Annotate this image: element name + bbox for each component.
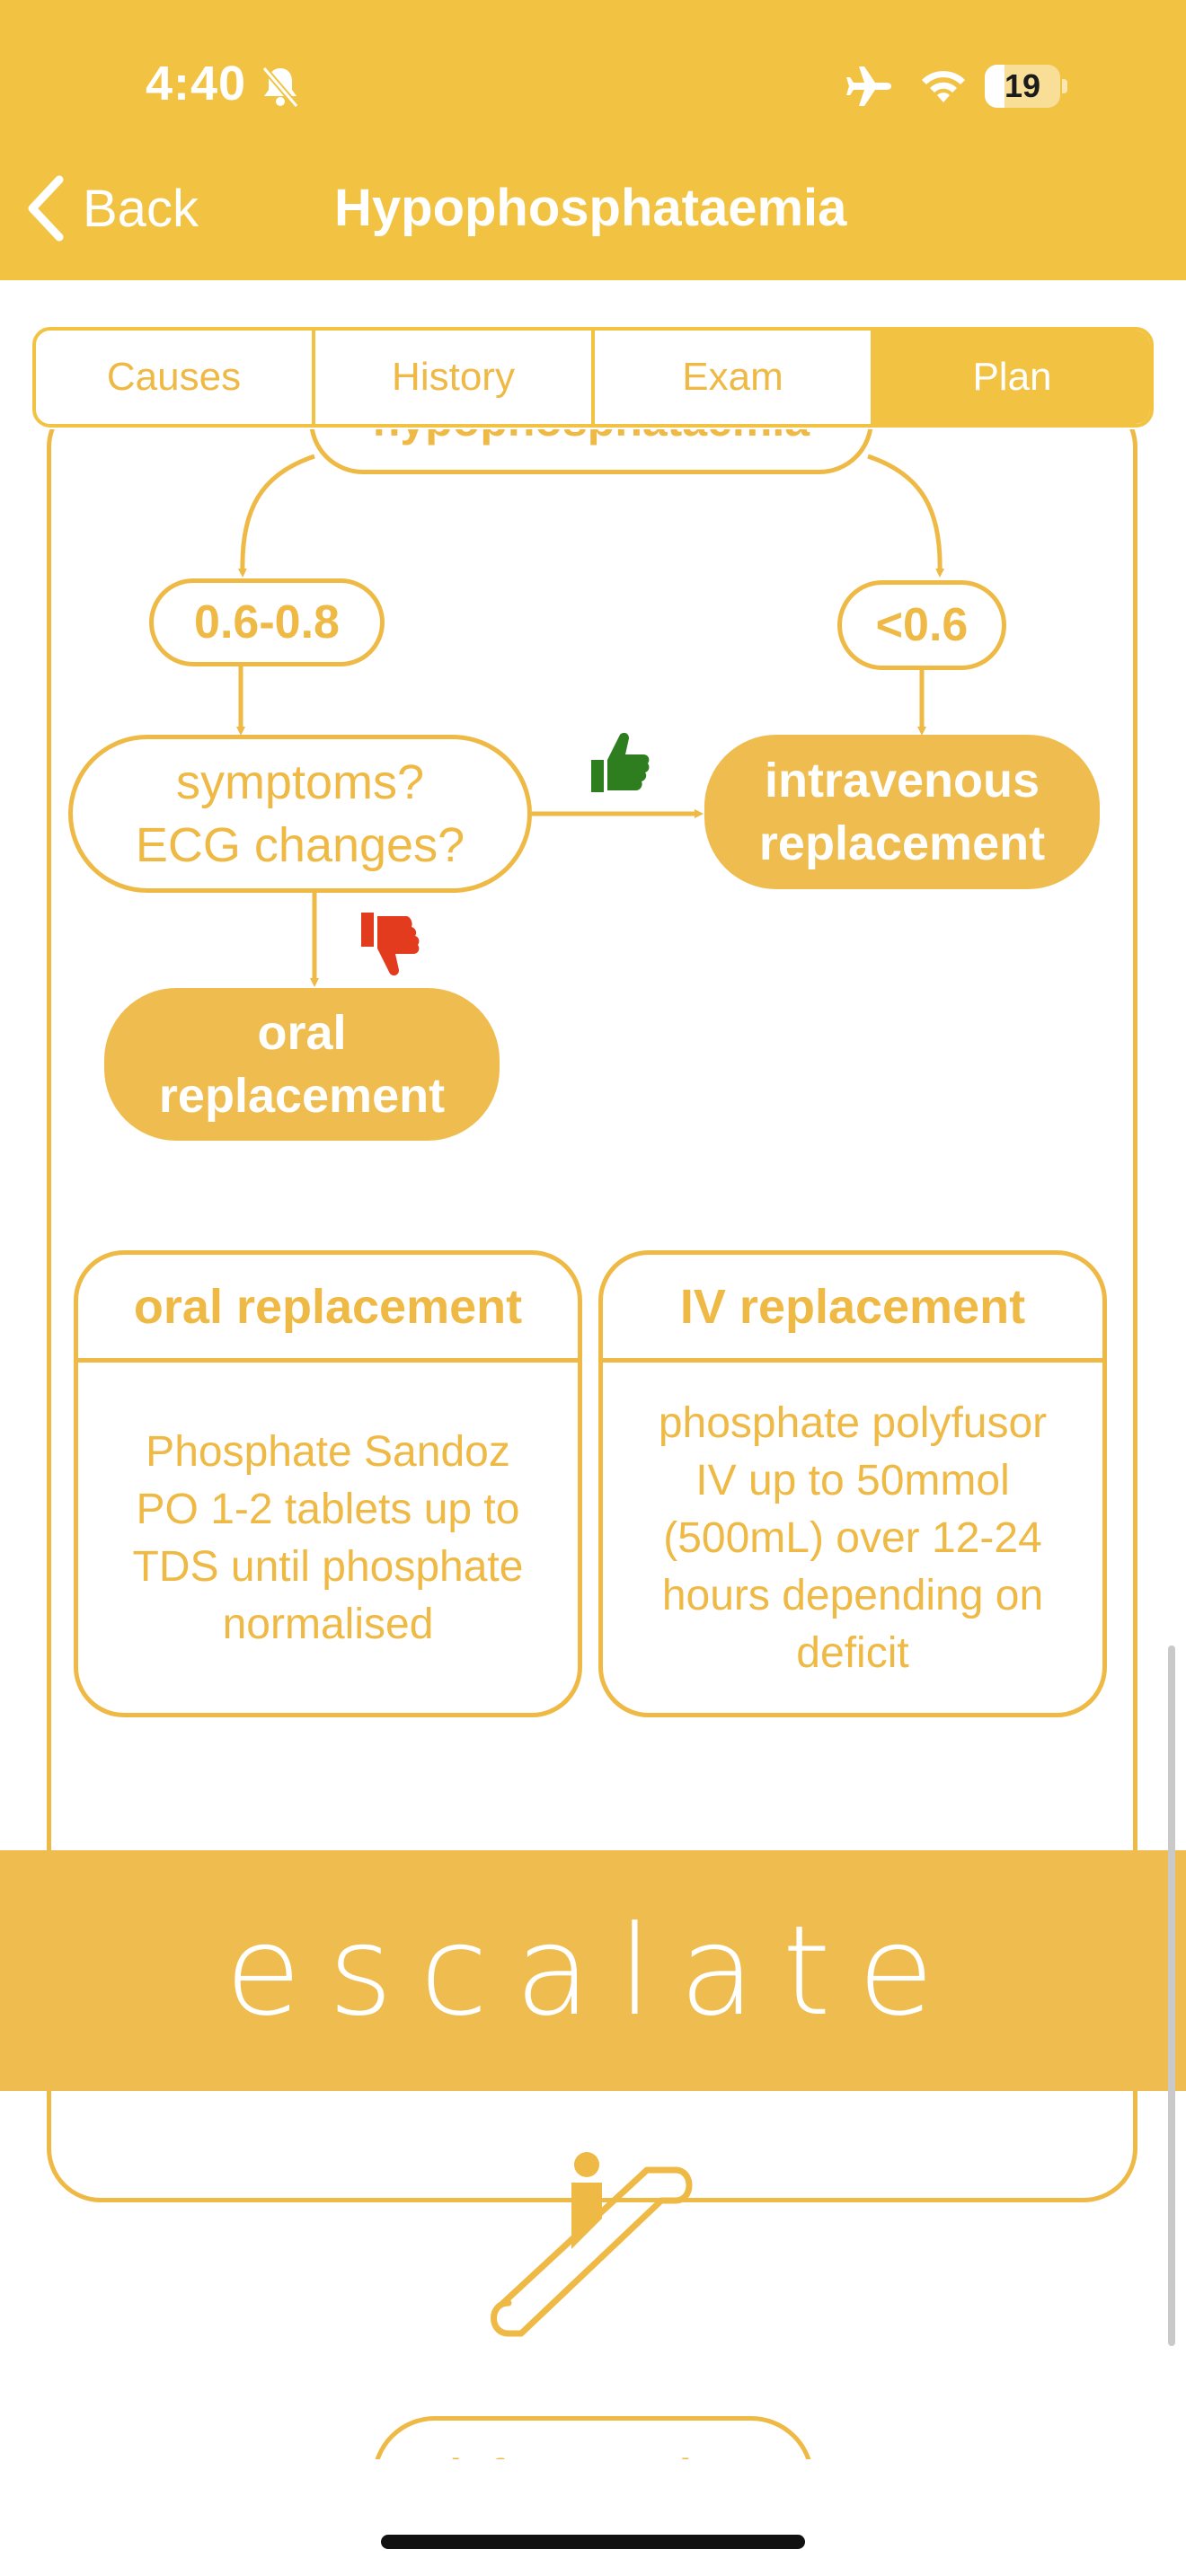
header-bar: 4:40 19 Back Hypophosphataemia: [0, 0, 1186, 280]
flowchart-connectors: [236, 454, 945, 987]
back-label: Back: [83, 179, 199, 238]
iv-card-body: phosphate polyfusor IV up to 50mmol (500…: [658, 1399, 1048, 1677]
page-title: Hypophosphataemia: [334, 179, 847, 237]
escalate-banner: escalate: [0, 1850, 1186, 2091]
ecg-line: ECG changes?: [135, 818, 465, 872]
iv-line-2: replacement: [758, 816, 1046, 870]
oral-replacement-card: oral replacement Phosphate Sandoz PO 1-2…: [74, 1250, 582, 1717]
section-tabs: Causes History Exam Plan: [32, 327, 1154, 428]
status-time: 4:40: [146, 57, 247, 110]
plan-content[interactable]: hypophosphataemia 0.6-0.8 <0.6 symptoms?…: [0, 429, 1186, 2459]
scroll-indicator: [1168, 1645, 1175, 2346]
oral-line-2: replacement: [158, 1069, 446, 1123]
oral-card-title: oral replacement: [78, 1255, 578, 1363]
back-button[interactable]: Back: [25, 172, 199, 244]
oral-replacement-node: oral replacement: [104, 988, 500, 1141]
iv-line-1: intravenous: [764, 754, 1040, 807]
airplane-icon: [846, 66, 891, 106]
battery-icon: 19: [985, 65, 1067, 108]
battery-level: 19: [1004, 67, 1041, 104]
tab-history[interactable]: History: [315, 331, 595, 424]
tab-exam[interactable]: Exam: [595, 331, 874, 424]
thumbs-down-icon: [361, 913, 420, 976]
inform-senior-button[interactable]: inform senior: [372, 2416, 814, 2459]
iv-card-title: IV replacement: [603, 1255, 1102, 1363]
hypophosphataemia-node: hypophosphataemia: [309, 429, 873, 474]
iv-replacement-card: IV replacement phosphate polyfusor IV up…: [598, 1250, 1107, 1717]
escalator-icon: [491, 2152, 693, 2337]
intravenous-replacement-node: intravenous replacement: [704, 735, 1100, 889]
bell-slash-icon: [261, 66, 299, 109]
chevron-left-icon: [28, 175, 64, 242]
tab-causes[interactable]: Causes: [36, 331, 315, 424]
home-indicator[interactable]: [381, 2535, 805, 2549]
range-mild-node: 0.6-0.8: [149, 578, 385, 666]
wifi-icon: [922, 71, 965, 102]
oral-line-1: oral: [257, 1006, 347, 1060]
symptoms-question-node: symptoms? ECG changes?: [68, 735, 532, 893]
tab-plan[interactable]: Plan: [874, 331, 1150, 424]
thumbs-up-icon: [591, 732, 650, 792]
symptoms-line: symptoms?: [175, 755, 425, 809]
oral-card-body: Phosphate Sandoz PO 1-2 tablets up to TD…: [132, 1428, 524, 1648]
range-severe-node: <0.6: [837, 580, 1006, 670]
escalate-label: escalate: [225, 1898, 961, 2043]
